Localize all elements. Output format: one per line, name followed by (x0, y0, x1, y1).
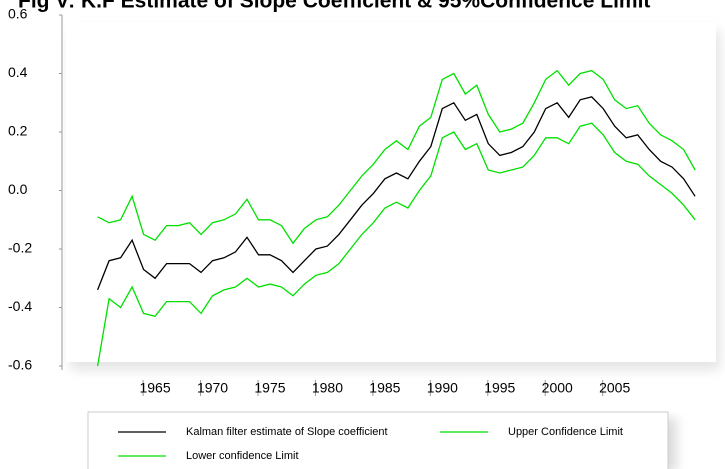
y-tick-label: 0.0 (8, 181, 28, 197)
x-tick-label: 1970 (197, 380, 228, 396)
x-tick-label: 1980 (312, 380, 343, 396)
y-tick-label: 0.6 (8, 6, 28, 22)
y-tick-label: -0.6 (8, 357, 32, 373)
x-tick-label: 2005 (599, 380, 630, 396)
legend-label: Lower confidence Limit (186, 450, 299, 462)
plot-area (66, 22, 716, 362)
legend-label: Upper Confidence Limit (508, 426, 623, 438)
y-tick-label: 0.2 (8, 123, 28, 139)
legend-label: Kalman filter estimate of Slope coeffici… (186, 426, 388, 438)
x-tick-label: 1985 (369, 380, 400, 396)
series-line (96, 96, 696, 291)
series-line (96, 122, 696, 367)
y-tick-label: -0.2 (8, 240, 32, 256)
y-tick-label: -0.4 (8, 298, 32, 314)
series-line (97, 69, 696, 245)
legend-box (87, 411, 669, 469)
legend: Kalman filter estimate of Slope coeffici… (118, 426, 623, 462)
x-tick-label: 1965 (139, 380, 170, 396)
x-tick-label: 2000 (542, 380, 573, 396)
x-tick-label: 1995 (484, 380, 515, 396)
y-tick-label: 0.4 (8, 64, 28, 80)
x-tick-label: 1975 (254, 380, 285, 396)
chart-title: Fig V: K.F Estimate of Slope Coefficient… (18, 0, 650, 13)
x-tick-label: 1990 (427, 380, 458, 396)
